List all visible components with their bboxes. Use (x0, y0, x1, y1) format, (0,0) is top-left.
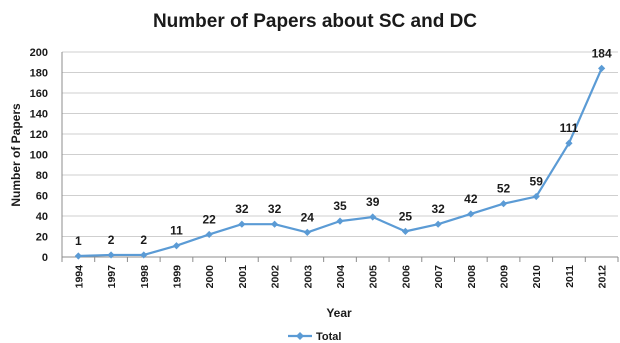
x-tick-label: 2008 (466, 265, 478, 289)
x-tick-label: 2011 (564, 265, 576, 288)
data-label: 2 (108, 233, 115, 247)
data-label: 32 (235, 202, 249, 216)
data-label: 2 (140, 233, 147, 247)
x-axis-title: Year (326, 306, 352, 320)
data-point-marker (499, 200, 508, 208)
data-point-marker (140, 251, 148, 259)
y-tick-label: 60 (36, 191, 48, 203)
data-label: 35 (333, 199, 347, 213)
x-tick-label: 2006 (400, 265, 412, 289)
y-tick-label: 40 (36, 211, 48, 223)
y-axis-tick-labels: 0 20 40 60 80 100 120 140 160 180 200 (30, 47, 48, 264)
y-tick-label: 80 (36, 170, 48, 182)
series-line-total (78, 67, 603, 258)
x-tick-label: 1994 (73, 265, 85, 289)
data-label: 52 (497, 182, 511, 196)
x-tick-label: 2009 (499, 265, 511, 289)
x-tick-label: 1997 (106, 265, 118, 289)
data-point-marker (532, 192, 540, 201)
legend-label-total: Total (316, 331, 341, 343)
y-tick-label: 120 (30, 129, 48, 141)
gridlines (62, 51, 618, 237)
data-point-marker (303, 228, 311, 236)
data-point-marker (336, 217, 344, 225)
x-tick-label: 2007 (433, 265, 445, 289)
data-label: 111 (560, 121, 579, 135)
y-tick-label: 0 (42, 252, 48, 264)
y-tick-label: 200 (30, 47, 48, 59)
data-label: 32 (268, 202, 282, 216)
y-tick-label: 180 (30, 68, 48, 80)
data-point-marker (238, 220, 246, 228)
x-tick-label: 2010 (531, 265, 543, 289)
x-tick-label: 2002 (270, 265, 282, 289)
data-label: 25 (399, 209, 413, 223)
series-markers (74, 64, 606, 260)
x-tick-label: 1999 (171, 265, 183, 289)
y-axis-title: Number of Papers (9, 103, 23, 207)
data-point-marker (270, 220, 279, 228)
data-label: 184 (592, 46, 612, 60)
chart-title: Number of Papers about SC and DC (153, 11, 477, 32)
data-point-marker (467, 210, 475, 218)
data-point-marker (598, 64, 606, 72)
x-tick-label: 2005 (368, 265, 380, 289)
y-tick-label: 100 (30, 150, 48, 162)
x-tick-label: 2000 (204, 265, 216, 289)
data-point-marker (369, 213, 377, 221)
x-tick-label: 1998 (139, 265, 151, 289)
y-tick-label: 140 (30, 109, 48, 121)
y-tick-label: 20 (36, 232, 48, 244)
x-axis-tick-labels: 1994 1997 1998 1999 2000 2001 2002 2003 2004 2005… (61, 257, 619, 289)
data-point-marker (434, 220, 442, 228)
data-label: 1 (75, 234, 82, 248)
x-tick-label: 2012 (597, 265, 609, 289)
data-label: 39 (366, 195, 380, 209)
legend: Total (288, 331, 341, 343)
data-point-marker (565, 139, 573, 147)
x-tick-label: 2003 (302, 265, 314, 289)
data-point-marker (172, 242, 181, 250)
data-point-marker (205, 230, 213, 239)
data-label: 11 (170, 224, 183, 238)
data-point-marker (107, 251, 115, 259)
data-point-marker (401, 227, 410, 235)
x-tick-label: 2004 (335, 265, 347, 289)
data-label: 32 (431, 202, 445, 216)
data-label: 24 (301, 210, 315, 224)
x-tick-label: 2001 (237, 265, 249, 289)
data-label: 22 (202, 212, 216, 226)
data-label: 59 (530, 175, 544, 189)
y-tick-label: 160 (30, 88, 48, 100)
data-label: 42 (464, 192, 478, 206)
data-point-marker (74, 252, 82, 260)
legend-swatch-marker (296, 332, 304, 340)
